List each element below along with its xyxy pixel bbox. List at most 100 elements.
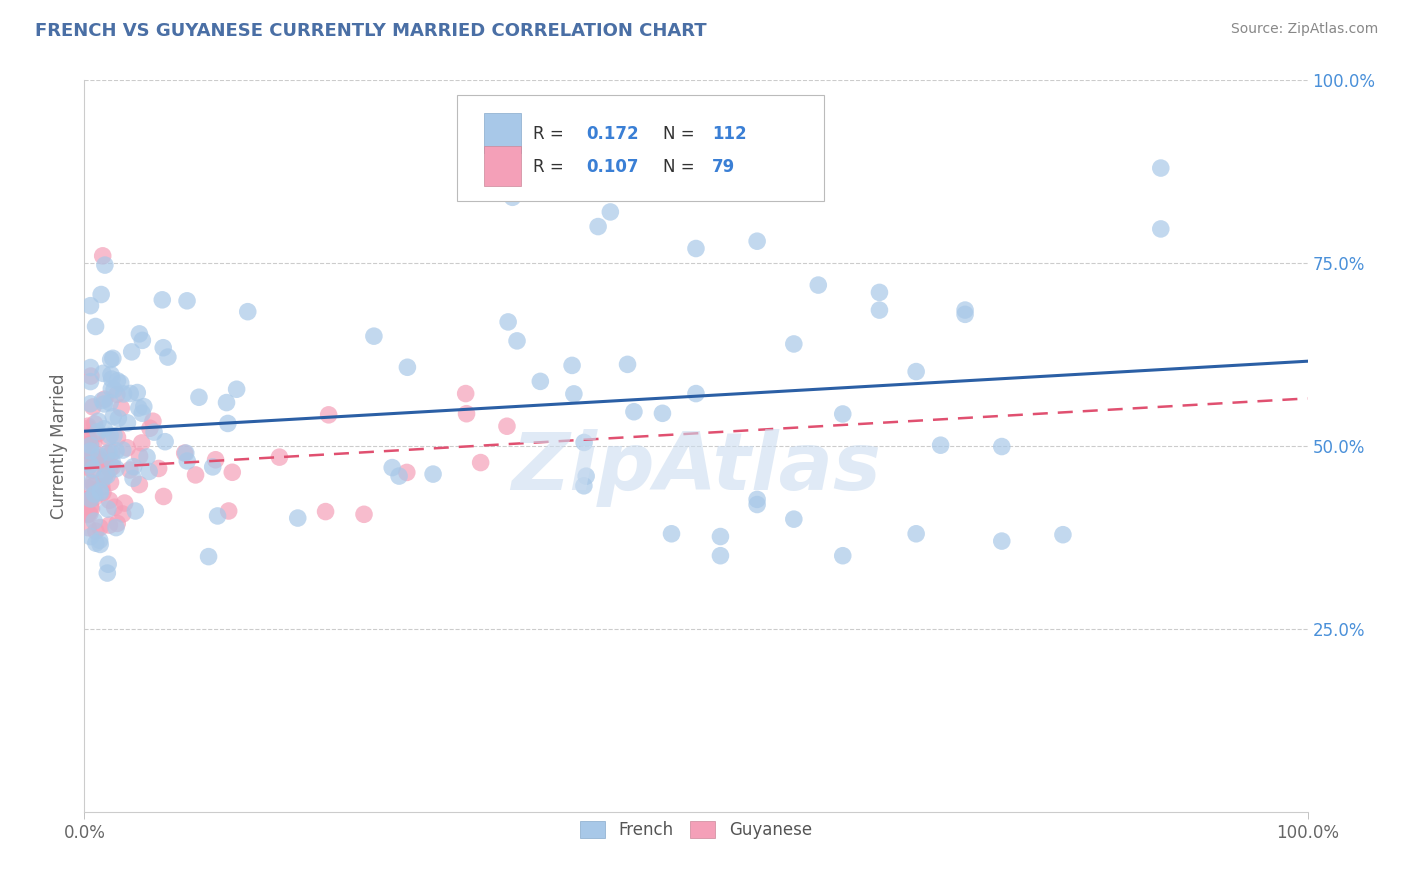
Point <box>105 387 128 401</box>
Point <box>110 376 132 390</box>
Text: N =: N = <box>664 125 700 143</box>
Point <box>318 408 340 422</box>
Point <box>176 454 198 468</box>
Point <box>97 502 120 516</box>
Point <box>84 319 107 334</box>
Point <box>77 437 100 451</box>
Point <box>395 466 418 480</box>
Point <box>84 536 107 550</box>
Point <box>132 400 155 414</box>
Point <box>77 429 100 443</box>
Point <box>120 386 142 401</box>
Point <box>131 406 153 420</box>
Point <box>87 450 110 465</box>
Point <box>869 303 891 318</box>
Point <box>91 485 114 500</box>
Point <box>83 436 105 450</box>
Point <box>128 449 150 463</box>
Point <box>91 393 114 408</box>
Point <box>131 436 153 450</box>
Point <box>91 455 114 469</box>
Point <box>236 304 259 318</box>
Point <box>103 500 125 515</box>
Point <box>353 508 375 522</box>
Point <box>506 334 529 348</box>
Point <box>616 357 638 371</box>
Point <box>89 537 111 551</box>
Point <box>79 530 101 544</box>
Point <box>831 549 853 563</box>
Point <box>572 479 595 493</box>
Point <box>747 234 769 248</box>
Point <box>112 387 135 401</box>
Y-axis label: Currently Married: Currently Married <box>51 373 69 519</box>
Point <box>89 483 111 498</box>
Point <box>197 549 219 564</box>
Point <box>96 566 118 580</box>
Point <box>115 441 138 455</box>
Point <box>991 534 1014 549</box>
Point <box>111 443 134 458</box>
Point <box>79 444 101 458</box>
Point <box>225 382 247 396</box>
Text: FRENCH VS GUYANESE CURRENTLY MARRIED CORRELATION CHART: FRENCH VS GUYANESE CURRENTLY MARRIED COR… <box>35 22 707 40</box>
Point <box>136 450 159 464</box>
Point <box>905 526 928 541</box>
Point <box>103 383 125 397</box>
Point <box>80 369 103 384</box>
Point <box>107 430 129 444</box>
Point <box>79 507 101 521</box>
Point <box>139 421 162 435</box>
Point <box>77 492 100 507</box>
Point <box>176 293 198 308</box>
Bar <box>484 113 522 153</box>
Legend: French, Guyanese: French, Guyanese <box>572 813 820 847</box>
Point <box>562 387 585 401</box>
Point <box>93 471 115 485</box>
Point <box>905 365 928 379</box>
Point <box>101 454 124 468</box>
Point <box>97 558 120 572</box>
Point <box>91 367 114 381</box>
Point <box>98 493 121 508</box>
Point <box>103 428 125 442</box>
Point <box>94 468 117 483</box>
Point <box>107 374 129 388</box>
Point <box>77 506 100 520</box>
Point <box>79 500 101 514</box>
Point <box>84 524 107 538</box>
Point <box>93 397 115 411</box>
Point <box>87 452 110 467</box>
Point <box>100 475 122 490</box>
Point <box>363 329 385 343</box>
Point <box>79 458 101 472</box>
Point <box>89 520 111 534</box>
Point <box>97 431 120 445</box>
Point <box>98 518 121 533</box>
Point <box>201 459 224 474</box>
Point <box>929 438 952 452</box>
Point <box>747 498 769 512</box>
Point <box>586 219 609 234</box>
Point <box>94 258 117 272</box>
Point <box>709 530 731 544</box>
Point <box>90 480 112 494</box>
Point <box>114 496 136 510</box>
Point <box>87 449 110 463</box>
Point <box>221 465 243 479</box>
Point <box>96 468 118 483</box>
Point <box>470 456 492 470</box>
Text: ZipAtlas: ZipAtlas <box>510 429 882 507</box>
Point <box>77 493 100 508</box>
Point <box>80 501 103 516</box>
Point <box>79 476 101 491</box>
Point <box>143 425 166 439</box>
Point <box>98 445 121 459</box>
Point <box>83 417 105 431</box>
Point <box>287 511 309 525</box>
Point <box>128 401 150 415</box>
Point <box>215 395 238 409</box>
Point <box>83 490 105 504</box>
Point <box>79 438 101 452</box>
Point <box>79 491 101 506</box>
